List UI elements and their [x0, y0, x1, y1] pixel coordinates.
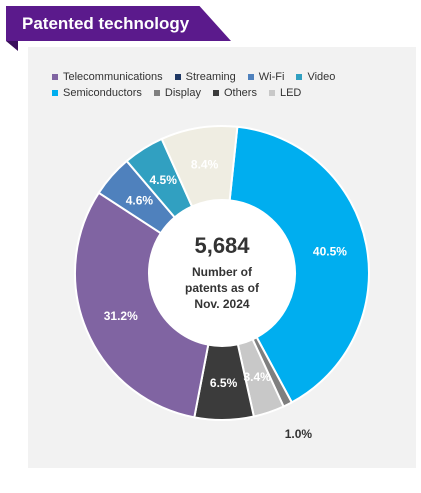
legend-label: Semiconductors: [63, 87, 142, 99]
legend-label: LED: [279, 87, 302, 99]
legend-label: Wi-Fi: [258, 71, 285, 83]
center-caption-line3: Nov. 2024: [194, 297, 249, 311]
legend-row: Semiconductors Display Others LED: [52, 85, 412, 101]
legend-swatch: [212, 90, 219, 96]
slice-label: 40.5%: [313, 245, 347, 259]
legend-swatch: [174, 74, 181, 80]
section-title: Patented technology: [22, 14, 190, 33]
legend-swatch: [268, 90, 275, 96]
legend-swatch: [52, 74, 58, 80]
legend-label: Others: [223, 87, 257, 99]
center-total: 5,684: [194, 233, 250, 258]
slice-label: 1.0%: [285, 427, 313, 441]
slice-label: 6.5%: [210, 376, 238, 390]
slice-label: 31.2%: [104, 309, 138, 323]
slice-label: 8.4%: [191, 157, 219, 171]
center-caption-line2: patents as of: [185, 281, 260, 295]
legend-label: Display: [164, 87, 201, 99]
chart-legend: Telecommunications Streaming Wi-Fi Video Sem…: [52, 69, 412, 101]
slice-label: 4.5%: [150, 173, 178, 187]
slice-label: 3.4%: [243, 370, 271, 384]
legend-item: Others: [212, 85, 257, 101]
donut-hole: [149, 200, 295, 346]
legend-item: Display: [153, 85, 201, 101]
legend-item: Wi-Fi: [247, 69, 285, 85]
legend-item: LED: [268, 85, 302, 101]
banner-fold-decoration: [6, 41, 18, 51]
legend-swatch: [296, 74, 303, 80]
legend-swatch: [153, 90, 160, 96]
section-banner: Patented technology: [6, 6, 231, 41]
legend-label: Streaming: [185, 71, 236, 83]
legend-item: Video: [296, 69, 335, 85]
legend-swatch: [247, 74, 254, 80]
legend-label: Video: [307, 71, 336, 83]
legend-label: Telecommunications: [63, 71, 163, 83]
legend-swatch: [52, 90, 58, 96]
slice-label: 4.6%: [126, 193, 154, 207]
legend-item: Telecommunications: [52, 69, 163, 85]
center-caption-line1: Number of: [192, 265, 253, 279]
legend-item: Streaming: [174, 69, 236, 85]
legend-item: Semiconductors: [52, 85, 142, 101]
legend-row: Telecommunications Streaming Wi-Fi Video: [52, 69, 412, 85]
